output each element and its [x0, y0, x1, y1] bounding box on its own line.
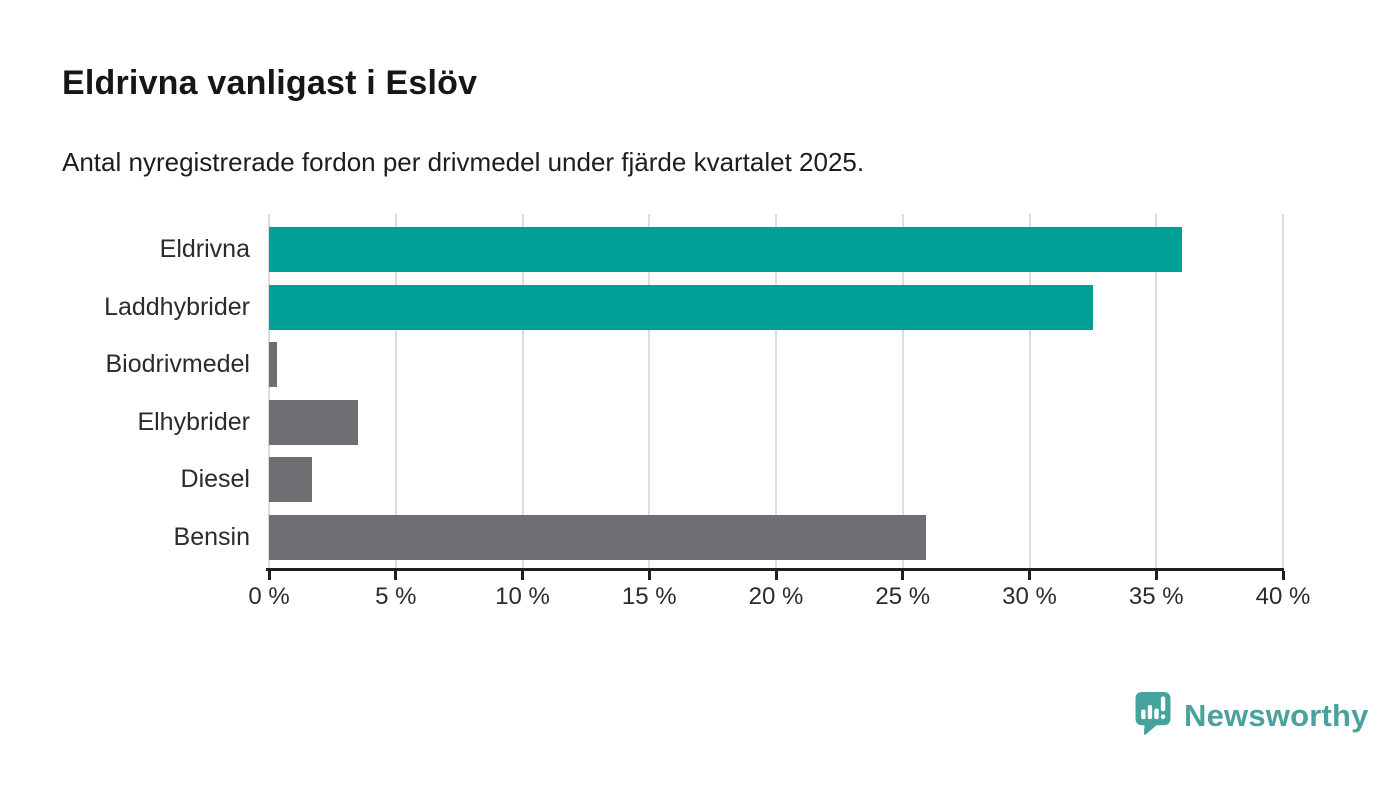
gridline-10 [521, 214, 524, 569]
gridline-25 [901, 214, 904, 569]
tick-mark-5 [394, 571, 398, 580]
tick-label-15: 15 % [621, 583, 677, 610]
tick-label-40: 40 % [1255, 583, 1311, 610]
tick-mark-25 [901, 571, 905, 580]
newsworthy-pin-icon [1132, 690, 1174, 741]
tick-mark-40 [1281, 571, 1285, 580]
gridline-35 [1155, 214, 1158, 569]
tick-label-0: 0 % [248, 583, 290, 610]
tick-mark-15 [647, 571, 651, 580]
newsworthy-logo: Newsworthy [1132, 690, 1369, 741]
gridline-20 [775, 214, 777, 569]
category-label-laddhybrider: Laddhybrider [104, 292, 250, 321]
tick-mark-35 [1154, 571, 1158, 580]
tick-label-30: 30 % [1002, 583, 1057, 610]
tick-label-20: 20 % [748, 583, 804, 610]
tick-mark-30 [1028, 571, 1031, 580]
bar-elhybrider [269, 399, 358, 445]
gridline-5 [394, 214, 397, 569]
category-label-biodrivmedel: Biodrivmedel [105, 350, 250, 378]
bar-bensin [269, 514, 926, 560]
category-label-elhybrider: Elhybrider [137, 407, 250, 436]
bar-eldrivna [269, 227, 1182, 272]
gridline-15 [648, 214, 651, 569]
bar-diesel [269, 457, 313, 502]
tick-mark-10 [521, 571, 524, 580]
bar-biodrivmedel [269, 342, 277, 387]
tick-label-5: 5 % [375, 583, 417, 610]
page-title: Eldrivna vanligast i Eslöv [62, 64, 478, 102]
plot-area [268, 214, 1284, 569]
tick-mark-0 [267, 571, 271, 580]
newsworthy-wordmark: Newsworthy [1184, 697, 1369, 733]
tick-mark-20 [774, 571, 778, 580]
tick-label-10: 10 % [495, 583, 550, 610]
category-label-diesel: Diesel [180, 465, 250, 493]
gridline-40 [1282, 214, 1284, 569]
category-label-eldrivna: Eldrivna [159, 235, 250, 263]
category-label-bensin: Bensin [173, 522, 250, 551]
tick-label-35: 35 % [1128, 583, 1184, 610]
bar-laddhybrider [269, 284, 1093, 330]
x-axis-line [266, 568, 1284, 571]
gridline-0 [268, 214, 270, 569]
chart-subtitle: Antal nyregistrerade fordon per drivmede… [62, 147, 865, 177]
gridline-30 [1028, 214, 1031, 569]
tick-label-25: 25 % [875, 583, 931, 610]
